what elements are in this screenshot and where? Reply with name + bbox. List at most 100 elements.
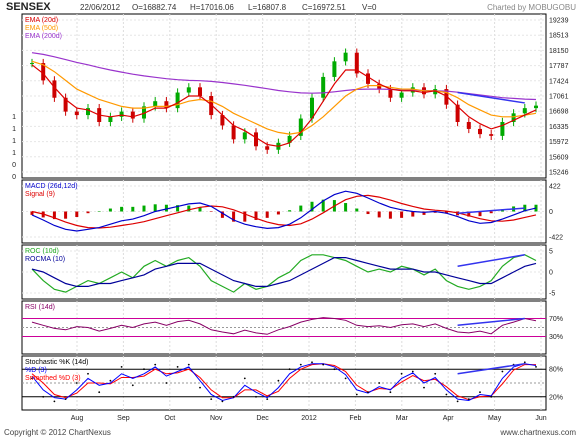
price-trend-arrow xyxy=(457,91,525,104)
header-volume: V=0 xyxy=(362,3,377,12)
price-candle xyxy=(366,73,370,84)
macd-line xyxy=(31,190,537,232)
stoch-k-point xyxy=(479,391,481,394)
price-candle xyxy=(332,61,337,77)
y-tick-label: 5 xyxy=(549,249,553,256)
macd-histogram-bar xyxy=(478,211,482,217)
y-tick-label: 15246 xyxy=(549,170,569,177)
stoch-trend-arrow xyxy=(457,362,525,375)
macd-histogram-bar xyxy=(254,211,258,220)
price-candle xyxy=(186,87,191,93)
price-candle xyxy=(41,63,46,81)
y-tick-label: 15972 xyxy=(549,139,569,146)
price-candle xyxy=(388,89,393,98)
rocma-line xyxy=(31,257,537,287)
ema200-line xyxy=(31,52,537,101)
y-tick-label: 0 xyxy=(549,270,553,277)
stoch-k-point xyxy=(299,363,302,366)
stoch-k-point xyxy=(423,386,425,389)
stoch-k-point xyxy=(266,398,269,400)
macd-trend-arrow xyxy=(457,207,525,214)
macd-histogram-bar xyxy=(321,199,325,212)
price-candle xyxy=(198,87,202,96)
rsi-line xyxy=(31,317,537,335)
stoch-k-point xyxy=(31,377,33,380)
price-candle xyxy=(142,106,146,119)
stoch-k-point xyxy=(411,370,414,373)
macd-histogram-bar xyxy=(355,208,359,212)
price-candle xyxy=(466,122,471,129)
y-tick-label: 17424 xyxy=(549,78,569,85)
stoch-k-point xyxy=(389,391,392,394)
x-tick-label: May xyxy=(488,415,502,422)
price-candle xyxy=(500,122,505,136)
site-url: www.chartnexus.com xyxy=(500,428,576,437)
stoch-k-point xyxy=(64,398,67,400)
stoch-k-point xyxy=(523,361,526,364)
macd-histogram-bar xyxy=(400,211,404,218)
signal-line xyxy=(31,194,537,229)
charted-by: Charted by MOBUGOBU xyxy=(487,3,576,12)
legend-entry: EMA (50d) xyxy=(25,25,58,32)
legend-entry: ROCMA (10) xyxy=(25,256,65,263)
stoch-k-point xyxy=(322,363,325,366)
stoch-k-point xyxy=(210,398,213,400)
stoch-k-point xyxy=(277,379,280,382)
stoch-k-point xyxy=(378,382,381,384)
price-candle xyxy=(63,97,68,112)
price-candle xyxy=(444,89,449,105)
price-candle xyxy=(86,108,90,116)
stoch-k-point xyxy=(490,395,493,398)
x-tick-label: Apr xyxy=(443,415,455,422)
stoch-k-point xyxy=(42,395,45,398)
legend-entry: Signal (9) xyxy=(25,191,55,198)
macd-histogram-bar xyxy=(489,211,493,214)
y-tick-label: 20% xyxy=(549,394,563,401)
left-tick-label: 0 xyxy=(12,174,16,181)
y-tick-label: 18150 xyxy=(549,48,569,55)
header-close: C=16972.51 xyxy=(302,3,346,12)
macd-histogram-bar xyxy=(366,211,370,215)
stoch-k-point xyxy=(109,379,112,382)
x-tick-label: Mar xyxy=(396,415,409,422)
y-tick-label: 17787 xyxy=(549,63,569,70)
macd-histogram-bar xyxy=(288,210,292,212)
x-tick-label: Sep xyxy=(117,415,130,422)
legend-entry: RSI (14d) xyxy=(25,304,55,311)
macd-histogram-bar xyxy=(444,211,448,214)
x-tick-label: Aug xyxy=(71,415,84,422)
price-candle xyxy=(354,52,359,74)
macd-histogram-bar xyxy=(30,211,34,215)
macd-histogram-bar xyxy=(209,211,213,212)
stoch-k-point xyxy=(131,384,134,387)
y-tick-label: -422 xyxy=(549,235,563,242)
macd-histogram-bar xyxy=(276,211,280,215)
x-tick-label: 2012 xyxy=(301,415,317,422)
y-tick-label: 18513 xyxy=(549,33,569,40)
macd-histogram-bar xyxy=(153,204,157,212)
price-candle xyxy=(377,83,382,90)
macd-histogram-bar xyxy=(142,205,146,212)
stoch-k-point xyxy=(501,370,504,373)
price-candle xyxy=(343,52,348,62)
price-candle xyxy=(433,89,438,95)
macd-histogram-bar xyxy=(232,211,236,222)
stoch-k-point xyxy=(367,391,369,394)
macd-histogram-bar xyxy=(310,201,314,212)
stoch-k-point xyxy=(243,377,246,380)
ema50-line xyxy=(31,60,537,135)
stoch-k-point xyxy=(535,366,537,368)
y-tick-label: 70% xyxy=(549,316,563,323)
y-tick-label: 30% xyxy=(549,334,563,341)
smoothed-d-line xyxy=(31,363,536,401)
y-tick-label: 17061 xyxy=(549,94,569,101)
legend-entry: MACD (26d,12d) xyxy=(25,183,78,190)
d-line xyxy=(31,363,537,402)
stoch-k-point xyxy=(232,395,235,398)
header-high: H=17016.06 xyxy=(190,3,234,12)
stoch-k-point xyxy=(434,372,437,375)
stoch-k-point xyxy=(467,398,470,400)
macd-histogram-bar xyxy=(433,211,437,213)
legend-entry: %D (3) xyxy=(25,367,47,374)
